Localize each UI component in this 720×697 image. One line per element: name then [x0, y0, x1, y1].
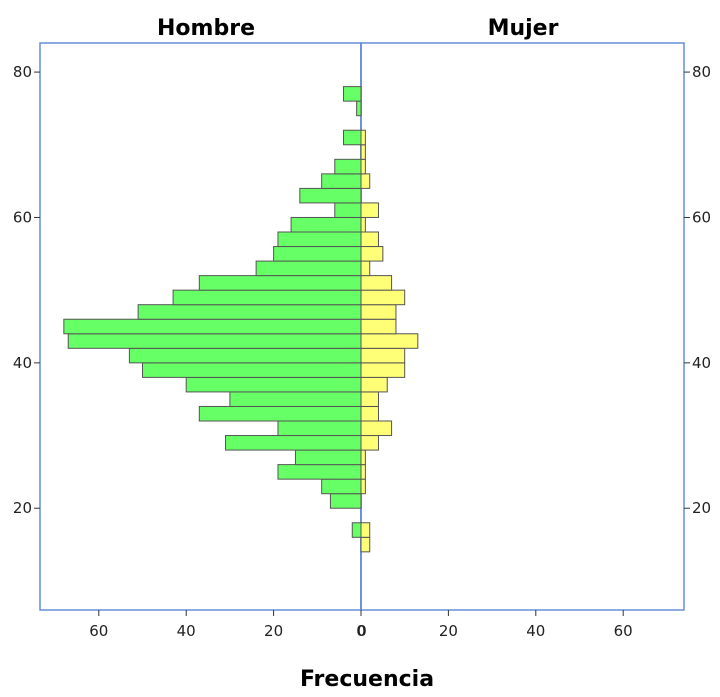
bar-mujer-28: [360, 435, 379, 451]
bar-mujer-32: [360, 405, 379, 422]
bar-mujer-40: [360, 347, 406, 364]
bar-mujer-64: [360, 173, 371, 189]
bar-hombre-26: [294, 449, 362, 466]
y-tick-label-right-40: 40: [692, 354, 711, 372]
y-tick-label-left-60: 60: [13, 208, 32, 226]
bar-hombre-30: [277, 420, 362, 437]
bar-mujer-60: [360, 202, 379, 218]
bar-mujer-26: [360, 449, 366, 466]
bar-mujer-70: [360, 129, 366, 146]
bar-hombre-46: [137, 304, 362, 320]
bar-hombre-66: [334, 158, 362, 175]
frame-mujer: [360, 42, 685, 611]
bar-hombre-38: [142, 362, 362, 378]
bar-hombre-32: [198, 405, 362, 422]
x-tick-label-hombre-60: 60: [89, 622, 108, 640]
bar-mujer-34: [360, 391, 379, 407]
x-axis-label: Frecuencia: [300, 667, 434, 692]
bars-mujer: [360, 129, 419, 553]
bar-hombre-24: [277, 464, 362, 480]
bars-hombre: [63, 86, 362, 538]
bar-hombre-50: [198, 275, 362, 291]
bar-mujer-52: [360, 260, 371, 277]
bar-mujer-22: [360, 478, 366, 495]
bar-mujer-42: [360, 333, 419, 349]
bar-hombre-56: [277, 231, 362, 248]
x-tick-label-mujer-0: 0: [357, 622, 367, 640]
bar-hombre-74: [356, 100, 362, 117]
y-tick-label-right-20: 20: [692, 499, 711, 517]
panel-header-hombre: Hombre: [157, 16, 255, 41]
bar-mujer-30: [360, 420, 393, 437]
plot-panel-mujer: [360, 42, 685, 611]
x-tick-label-mujer-20: 20: [439, 622, 458, 640]
bar-hombre-28: [225, 435, 362, 451]
bar-mujer-48: [360, 289, 406, 306]
bar-mujer-14: [360, 536, 371, 553]
bar-hombre-58: [290, 216, 362, 233]
bar-mujer-16: [360, 522, 371, 538]
bar-mujer-50: [360, 275, 393, 291]
bar-hombre-60: [334, 202, 362, 218]
y-tick-label-left-20: 20: [13, 499, 32, 517]
bar-mujer-24: [360, 464, 366, 480]
bar-mujer-54: [360, 246, 384, 262]
bar-hombre-62: [299, 187, 362, 204]
bar-mujer-44: [360, 318, 397, 335]
bar-mujer-58: [360, 216, 366, 233]
bar-mujer-38: [360, 362, 406, 378]
y-tick-label-left-80: 80: [13, 63, 32, 81]
bar-hombre-48: [172, 289, 362, 306]
bar-mujer-56: [360, 231, 379, 248]
x-tick-label-hombre-0: 0: [356, 622, 366, 640]
bar-hombre-76: [343, 86, 362, 102]
x-tick-label-mujer-40: 40: [526, 622, 545, 640]
bar-mujer-66: [360, 158, 366, 175]
panel-header-mujer: Mujer: [488, 16, 559, 41]
bar-mujer-46: [360, 304, 397, 320]
bar-hombre-42: [67, 333, 362, 349]
x-tick-label-hombre-20: 20: [264, 622, 283, 640]
bar-hombre-40: [128, 347, 362, 364]
bar-hombre-52: [255, 260, 362, 277]
x-tick-label-hombre-40: 40: [177, 622, 196, 640]
bar-hombre-70: [343, 129, 362, 146]
bar-hombre-34: [229, 391, 362, 407]
bar-hombre-44: [63, 318, 362, 335]
bar-hombre-22: [321, 478, 362, 495]
bar-hombre-16: [351, 522, 362, 538]
x-tick-label-mujer-60: 60: [614, 622, 633, 640]
y-tick-label-left-40: 40: [13, 354, 32, 372]
bar-hombre-54: [273, 246, 362, 262]
y-tick-label-right-80: 80: [692, 63, 711, 81]
bar-mujer-36: [360, 376, 388, 393]
y-tick-label-right-60: 60: [692, 208, 711, 226]
bar-mujer-68: [360, 144, 366, 160]
bar-hombre-20: [329, 493, 362, 509]
bar-hombre-36: [185, 376, 362, 393]
bar-hombre-64: [321, 173, 362, 189]
